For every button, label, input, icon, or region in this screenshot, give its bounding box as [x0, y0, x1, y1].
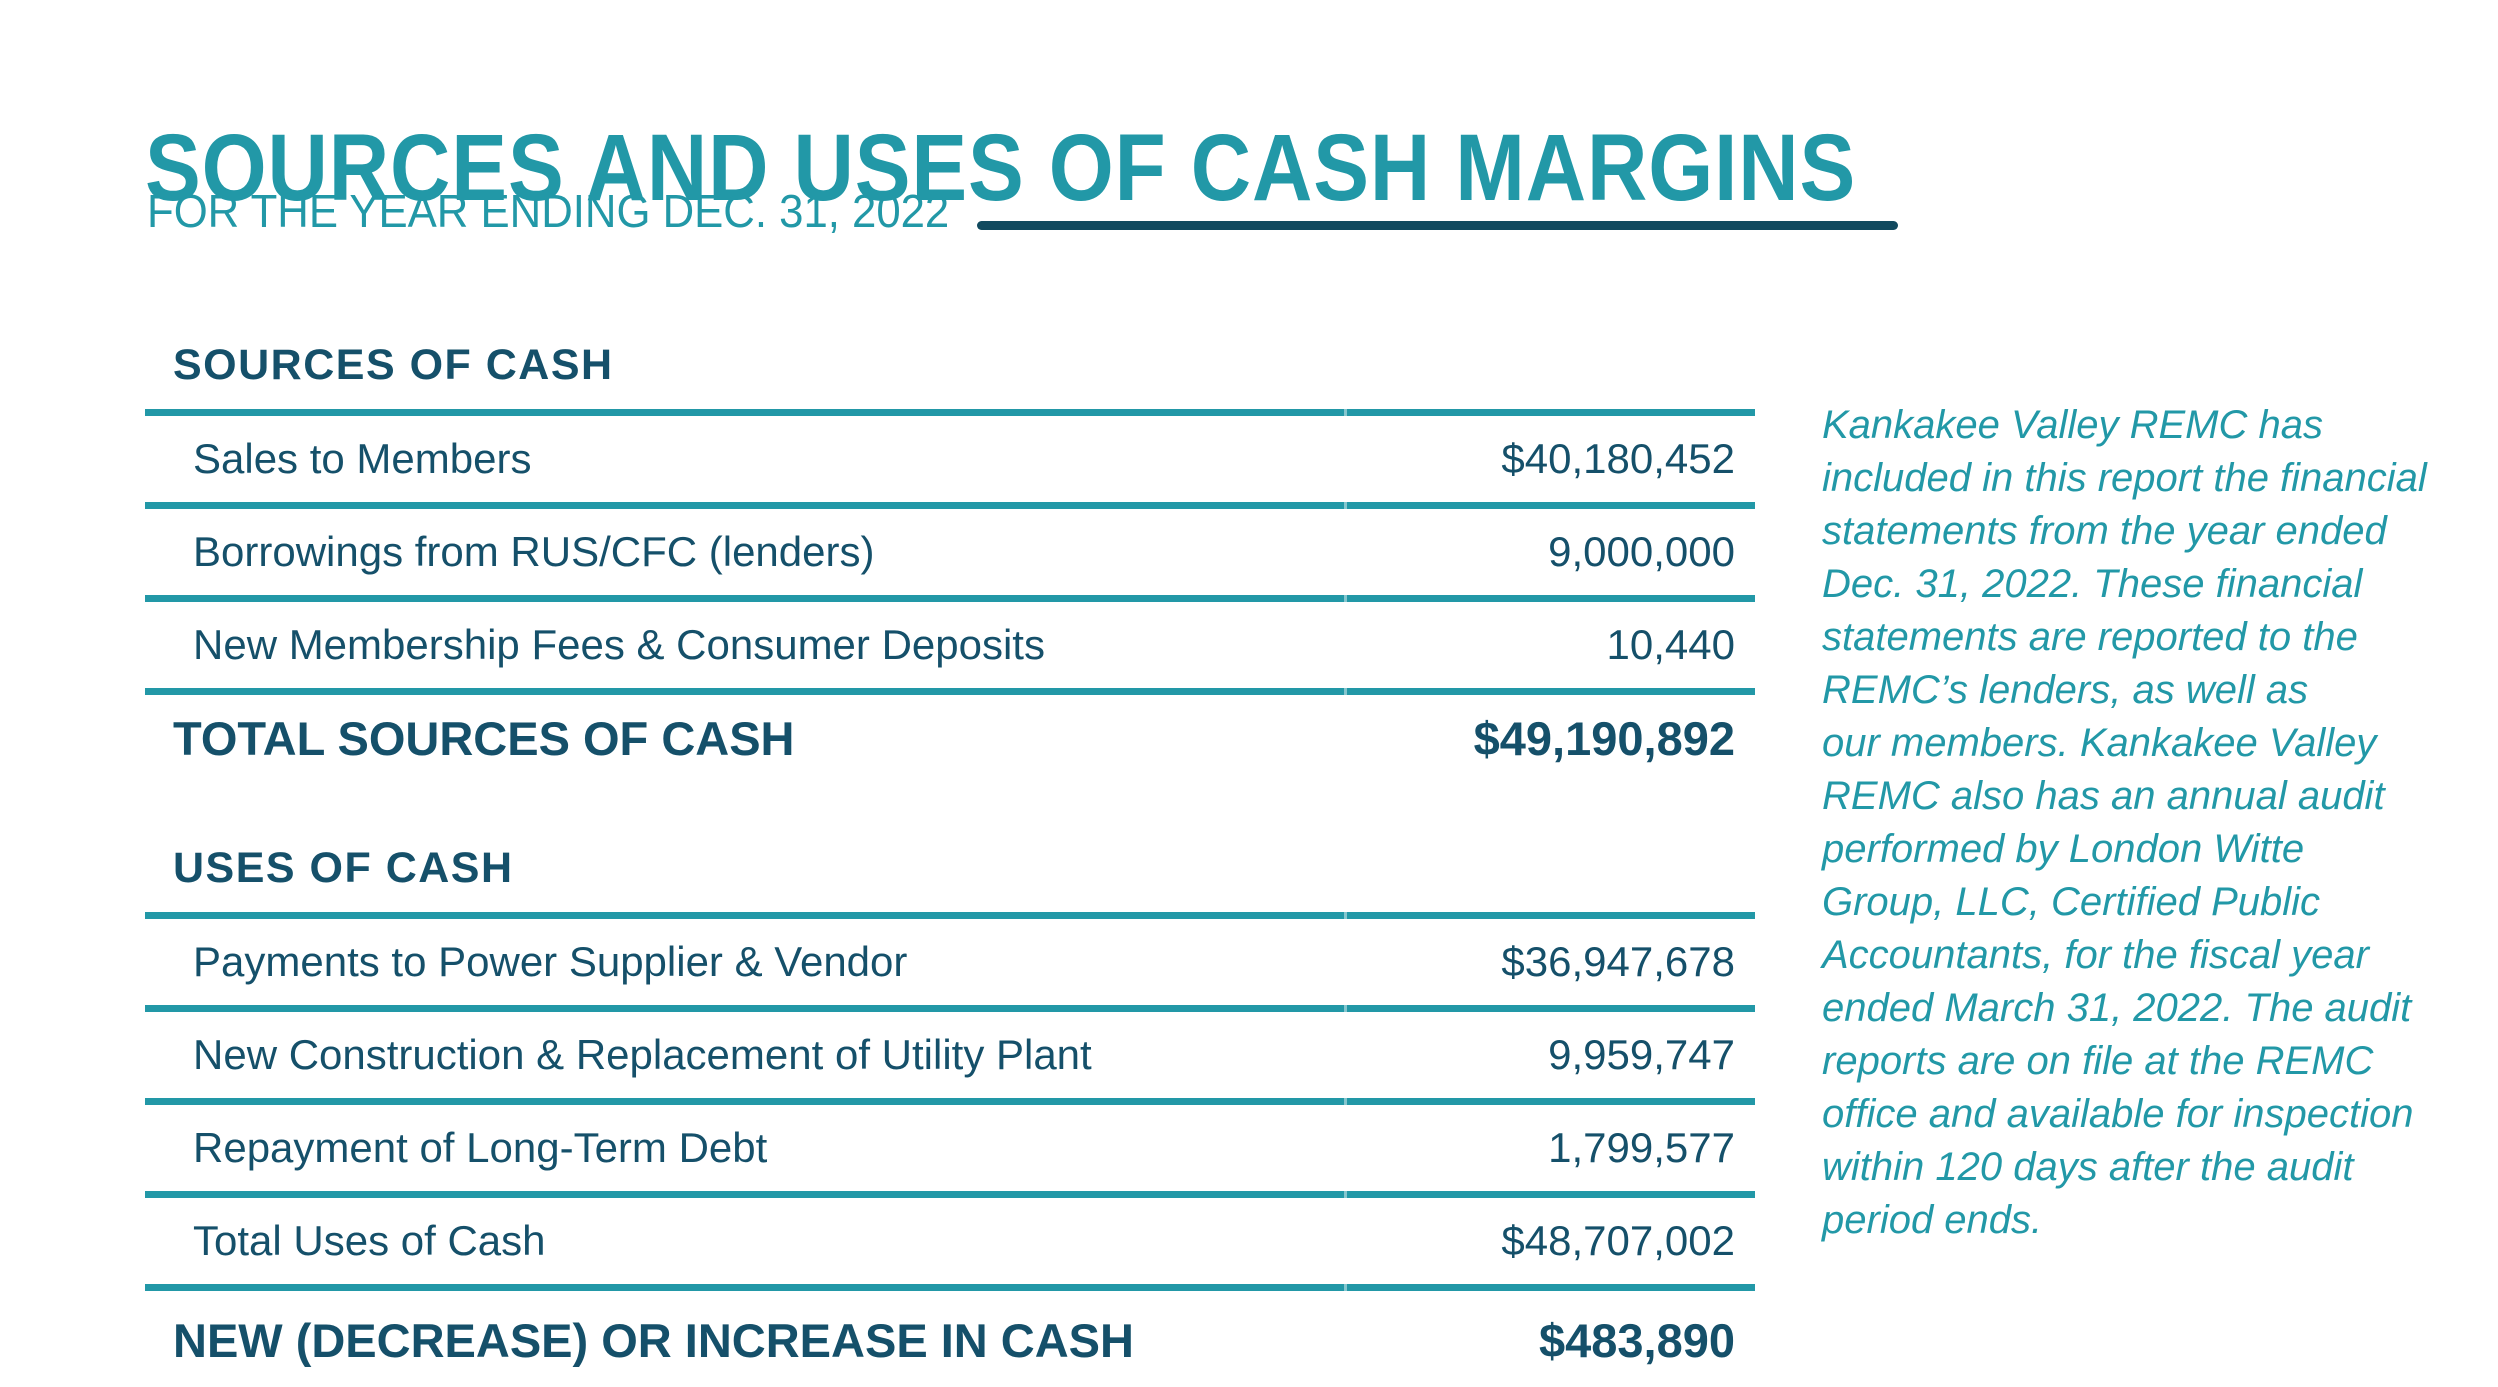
row-value: $49,190,892: [1473, 711, 1735, 765]
table-row-sales-to-members: Sales to Members $40,180,452: [145, 416, 1755, 502]
subtitle-divider-line: [977, 221, 1898, 230]
row-label: Total Uses of Cash: [193, 1217, 546, 1264]
table-rule: [145, 502, 1755, 509]
table-row-repayment-debt: Repayment of Long-Term Debt 1,799,577: [145, 1105, 1755, 1191]
table-row-membership-fees: New Membership Fees & Consumer Deposits …: [145, 602, 1755, 688]
table-row-total-uses: Total Uses of Cash $48,707,002: [145, 1198, 1755, 1284]
table-rule: [145, 1098, 1755, 1105]
row-value: $40,180,452: [1501, 435, 1735, 482]
row-label: Sales to Members: [193, 435, 532, 482]
row-label: Borrowings from RUS/CFC (lenders): [193, 528, 875, 575]
table-rule: [145, 1005, 1755, 1012]
table-row-borrowings: Borrowings from RUS/CFC (lenders) 9,000,…: [145, 509, 1755, 595]
cash-flow-table: SOURCES OF CASH Sales to Members $40,180…: [145, 340, 1755, 1387]
row-label: Repayment of Long-Term Debt: [193, 1124, 768, 1171]
table-rule: [145, 595, 1755, 602]
table-row-payments-power-supplier: Payments to Power Supplier & Vendor $36,…: [145, 919, 1755, 1005]
table-rule: [145, 1191, 1755, 1198]
table-rule: [145, 912, 1755, 919]
table-rule: [145, 688, 1755, 695]
row-value: 1,799,577: [1548, 1124, 1735, 1171]
audit-note-text: Kankakee Valley REMC has included in thi…: [1822, 403, 2427, 1242]
row-value: 9,000,000: [1548, 528, 1735, 575]
sources-section-header: SOURCES OF CASH: [173, 341, 614, 389]
row-value: $36,947,678: [1501, 938, 1735, 985]
row-label: TOTAL SOURCES OF CASH: [173, 711, 795, 765]
row-value: 10,440: [1606, 621, 1735, 668]
table-rule: [145, 1284, 1755, 1291]
row-value: 9,959,747: [1548, 1031, 1735, 1078]
uses-section-header: USES OF CASH: [173, 844, 514, 892]
table-row-new-construction: New Construction & Replacement of Utilit…: [145, 1012, 1755, 1098]
row-label: New Construction & Replacement of Utilit…: [193, 1031, 1092, 1078]
page-title: SOURCES AND USES OF CASH MARGINS: [145, 114, 1857, 221]
row-value: $48,707,002: [1501, 1217, 1735, 1264]
row-label: New Membership Fees & Consumer Deposits: [193, 621, 1045, 668]
net-change-row: NEW (DECREASE) OR INCREASE IN CASH $483,…: [145, 1291, 1755, 1387]
page-subtitle: FOR THE YEAR ENDING DEC. 31, 2022: [147, 185, 950, 237]
row-label: NEW (DECREASE) OR INCREASE IN CASH: [173, 1313, 1134, 1367]
total-sources-row: TOTAL SOURCES OF CASH $49,190,892: [145, 695, 1755, 781]
row-label: Payments to Power Supplier & Vendor: [193, 938, 908, 985]
row-value: $483,890: [1538, 1313, 1735, 1367]
table-rule: [145, 409, 1755, 416]
